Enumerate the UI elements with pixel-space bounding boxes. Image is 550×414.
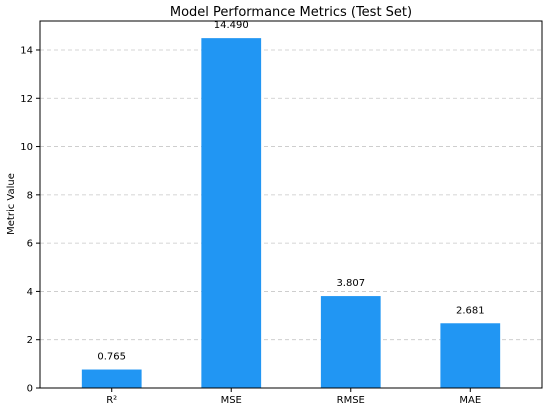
chart-title: Model Performance Metrics (Test Set) [170, 5, 412, 20]
bar-value-label: 0.765 [97, 352, 126, 363]
grid-lines [40, 49, 542, 341]
x-tick-label: MAE [459, 395, 481, 406]
y-tick-label: 10 [20, 142, 33, 153]
y-tick-label: 8 [27, 190, 33, 201]
y-axis-ticks: 0 2 4 6 8 10 12 14 [20, 45, 40, 395]
bar [201, 38, 262, 388]
bar-value-label: 3.807 [336, 278, 365, 289]
x-tick-label: R² [106, 395, 117, 406]
y-tick-label: 2 [27, 335, 33, 346]
bar-value-label: 2.681 [456, 305, 485, 316]
x-axis-ticks: R² MSE RMSE MAE [106, 388, 481, 406]
y-tick-label: 6 [27, 239, 33, 250]
x-tick-label: RMSE [337, 395, 365, 406]
value-labels: 0.765 14.490 3.807 2.681 [97, 20, 484, 362]
y-tick-label: 0 [27, 384, 33, 395]
y-axis-label: Metric Value [6, 173, 17, 235]
bar-value-label: 14.490 [214, 20, 249, 31]
bars [81, 38, 501, 388]
bar [320, 296, 381, 388]
plot-frame [39, 20, 543, 389]
y-tick-label: 12 [20, 94, 33, 105]
bar [81, 369, 142, 388]
y-tick-label: 14 [20, 45, 33, 56]
x-tick-label: MSE [221, 395, 242, 406]
y-tick-label: 4 [27, 287, 33, 298]
bar [440, 323, 501, 388]
